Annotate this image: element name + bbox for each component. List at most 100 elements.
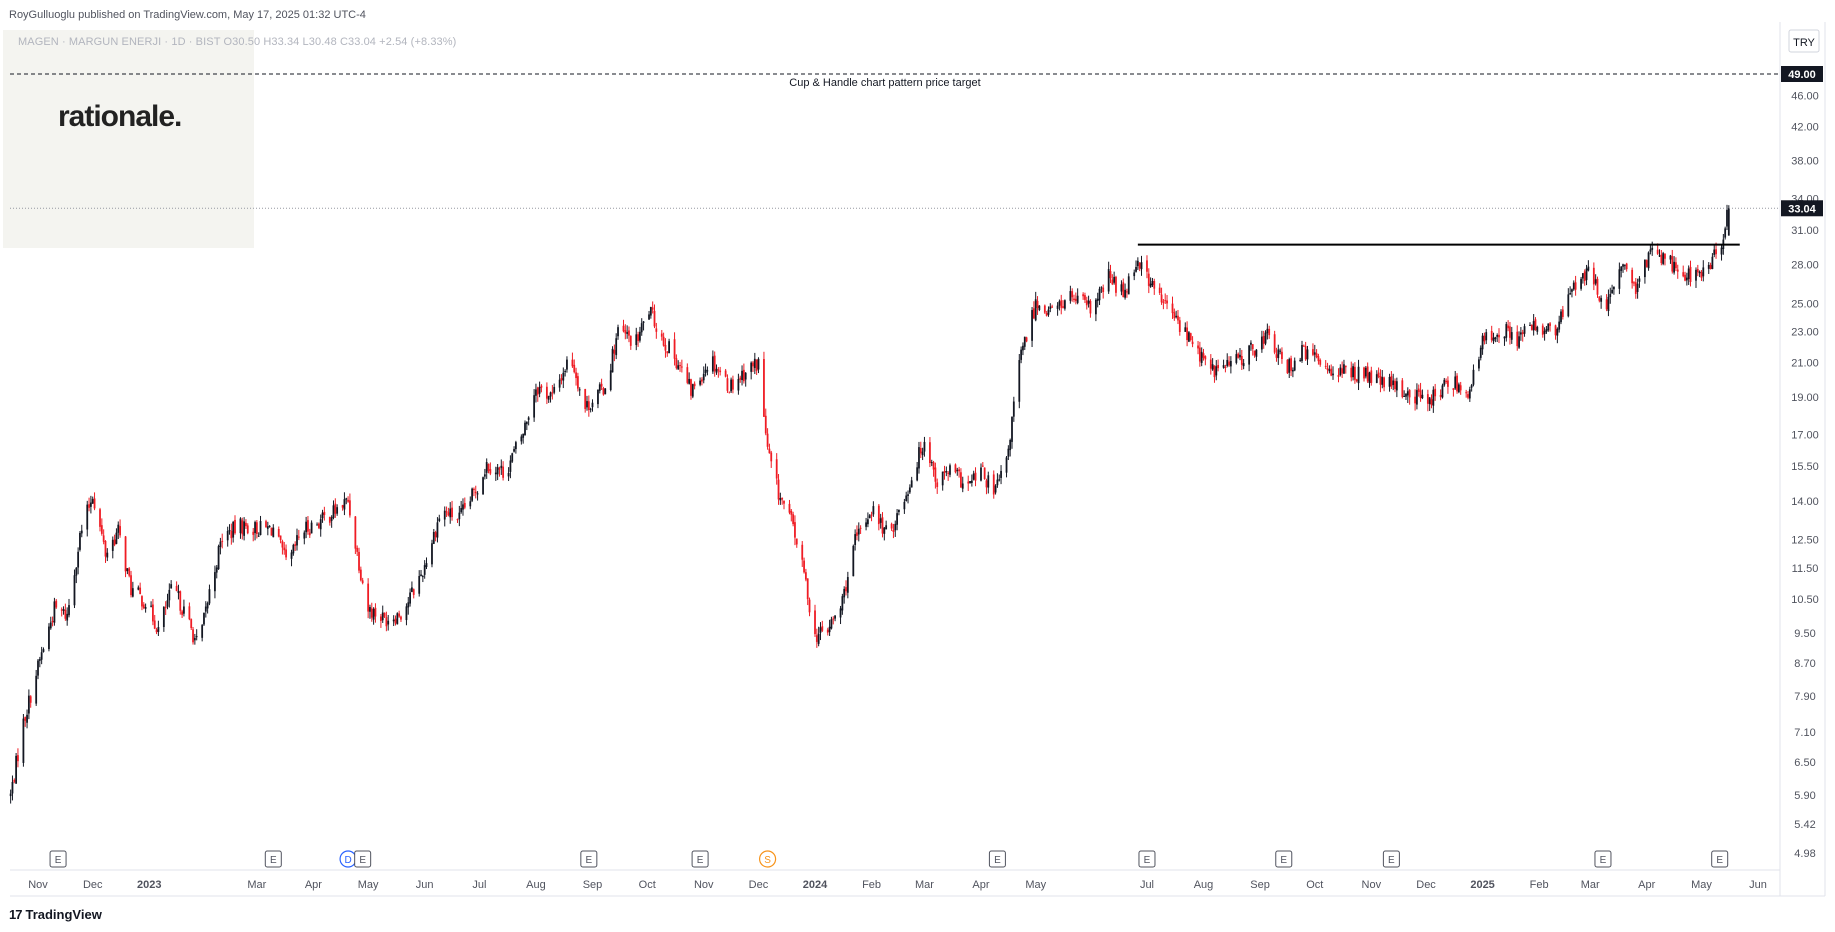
candle-body [268, 526, 271, 528]
candle-body [343, 499, 346, 510]
candle-body [562, 372, 565, 381]
earnings-event-icon[interactable] [580, 850, 598, 868]
candle-body [1062, 306, 1064, 308]
candle-body [1009, 440, 1012, 451]
candle-body [206, 603, 209, 609]
candle-body [679, 364, 681, 367]
earnings-event-icon[interactable] [1382, 850, 1400, 868]
candle-body [217, 546, 220, 570]
candle-body [345, 498, 348, 500]
candle-body [164, 606, 167, 608]
candle-body [398, 613, 401, 617]
candle-body [361, 580, 364, 584]
candle-body [1255, 349, 1258, 357]
candle-body [1047, 309, 1050, 315]
candle-body [1592, 267, 1595, 285]
candle-body [290, 552, 293, 559]
candle-body [525, 421, 528, 425]
time-tick-label: Jul [472, 879, 486, 891]
candle-body [1158, 287, 1161, 294]
candle-body [571, 359, 574, 367]
candle-body [308, 532, 311, 536]
candle-body [741, 370, 743, 381]
event-marker-letter: E [55, 855, 62, 866]
candle-body [1587, 266, 1590, 271]
candle-body [1594, 279, 1597, 284]
candle-body [181, 611, 183, 615]
candle-body [460, 508, 463, 513]
earnings-event-icon[interactable] [1594, 850, 1612, 868]
earnings-event-icon[interactable] [354, 850, 372, 868]
candle-body [380, 616, 382, 621]
candle-body [201, 625, 204, 638]
split-event-icon[interactable] [758, 850, 777, 868]
earnings-event-icon[interactable] [1138, 850, 1156, 868]
candle-body [111, 539, 114, 551]
candle-body [1063, 300, 1066, 309]
candle-body [535, 389, 537, 396]
candle-body [591, 402, 594, 408]
candle-body [1521, 332, 1524, 335]
published-info: RoyGulluoglu published on TradingView.co… [9, 9, 366, 21]
candle-body [1664, 253, 1666, 259]
candle-body [124, 536, 127, 572]
candle-body [1631, 269, 1634, 284]
candle-body [974, 472, 977, 481]
candle-body [1490, 330, 1493, 341]
earnings-event-icon[interactable] [988, 850, 1006, 868]
candle-body [545, 386, 548, 399]
candle-body [1330, 368, 1333, 376]
earnings-event-icon[interactable] [49, 850, 67, 868]
candle-body [524, 422, 526, 436]
candle-body [980, 467, 982, 481]
candle-body [1669, 255, 1672, 260]
candle-body [960, 472, 962, 488]
candle-body [226, 531, 229, 541]
earnings-event-icon[interactable] [691, 850, 709, 868]
candle-body [1191, 341, 1194, 345]
tradingview-brand-text: TradingView [25, 907, 102, 922]
candle-body [431, 543, 433, 565]
candle-body [573, 364, 576, 373]
earnings-event-icon[interactable] [1275, 850, 1293, 868]
candle-body [629, 335, 632, 346]
candle-body [1315, 353, 1318, 358]
tradingview-brand[interactable]: 17 TradingView [9, 907, 102, 922]
candle-body [150, 605, 152, 607]
candle-body [1175, 315, 1178, 318]
candle-body [1250, 342, 1252, 345]
candle-body [1115, 276, 1117, 293]
candle-body [921, 451, 924, 456]
candle-body [485, 462, 488, 473]
candle-body [806, 578, 809, 600]
candle-body [1623, 265, 1626, 267]
candle-body [752, 362, 754, 367]
candle-body [1375, 374, 1378, 383]
candle-body [195, 636, 198, 638]
candle-body [1492, 337, 1495, 341]
candle-body [423, 565, 426, 575]
candle-body [1465, 392, 1468, 394]
candle-body [1301, 345, 1303, 361]
candle-body [763, 359, 765, 417]
currency-box[interactable] [1788, 29, 1820, 53]
candle-body [193, 637, 196, 641]
candle-body [341, 505, 344, 508]
candle-body [918, 447, 920, 469]
price-tick-label: 14.00 [1791, 496, 1819, 508]
candle-body [1607, 296, 1610, 311]
candle-body [502, 466, 505, 478]
candle-body [622, 325, 625, 332]
candle-body [1045, 313, 1048, 316]
candle-body [611, 348, 614, 373]
earnings-event-icon[interactable] [264, 850, 282, 868]
candle-body [589, 408, 592, 410]
candle-body [230, 530, 233, 539]
candle-body [1299, 359, 1302, 361]
candle-body [600, 383, 603, 387]
event-marker-letter: E [586, 855, 593, 866]
candle-body [755, 359, 758, 371]
candle-body [1658, 255, 1661, 257]
earnings-event-icon[interactable] [1711, 850, 1729, 868]
